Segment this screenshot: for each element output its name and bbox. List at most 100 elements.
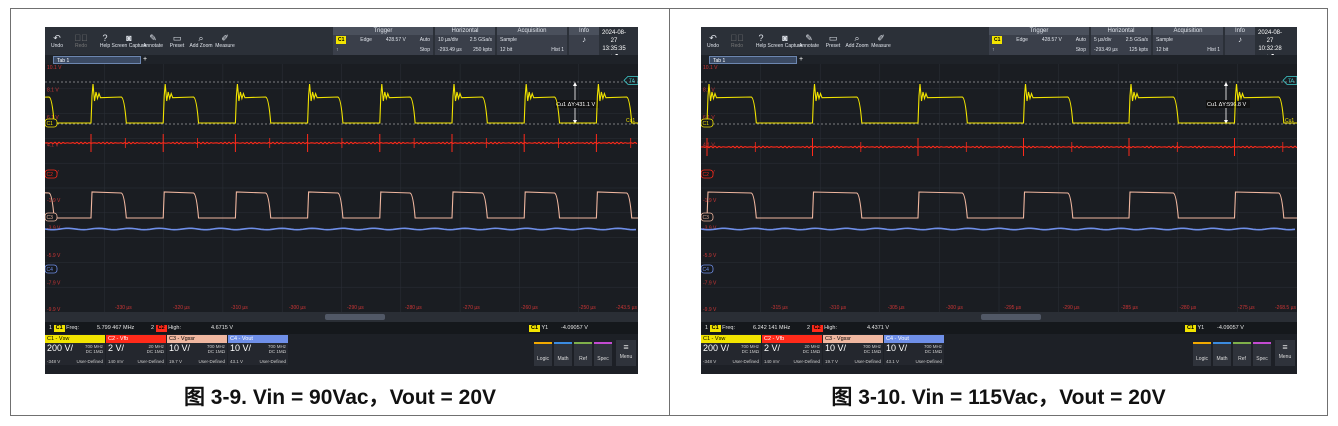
tab-1[interactable]: Tab 1 [53,56,141,64]
channel-probe: User-Defined [915,359,942,364]
screen-capture-button[interactable]: ◙ Screen Capture [767,32,803,49]
logic-button[interactable]: Logic [534,342,552,366]
channel-box-c4[interactable]: C4 - Vout 10 V/700 MHz DC 1MΩ 43.1 V User-De… [884,335,944,365]
add-zoom-button[interactable]: ⌕ Add Zoom [845,32,869,49]
preset-button[interactable]: ▭ Preset [169,32,185,49]
channel-box-c2[interactable]: C2 - Vfb 2 V/20 MHz DC 1MΩ 140 mV User-Defin… [762,335,822,365]
scroll-thumb[interactable] [325,314,385,320]
datetime: 2024-08-27 10:32:28 ⌂ ▮ [1257,27,1283,60]
time-tick-label: -290 µs [347,305,364,311]
undo-button[interactable]: ↶ Undo [51,32,63,49]
ta-marker[interactable] [1282,75,1297,85]
add-tab-icon[interactable]: + [799,56,804,63]
measure-button[interactable]: ✐ Measure [871,32,891,49]
channel-box-c4[interactable]: C4 - Vout 10 V/700 MHz DC 1MΩ 43.1 V User-De… [228,335,288,365]
channel-probe: User-Defined [854,359,881,364]
measure-button[interactable]: ✐ Measure [215,32,235,49]
help-button[interactable]: ? Help [99,32,111,49]
preset-icon: ▭ [828,32,838,43]
waveform-plot[interactable]: 10.1 V8.1 V6.1 V4.1 V2.1 V-1.9 V-3.9 V-5… [45,64,638,312]
channel-bandwidth: 700 MHz [267,344,286,349]
info-panel[interactable]: Info ♪ [569,27,599,55]
channel-marker-label: C2 [47,172,54,178]
undo-button[interactable]: ↶ Undo [707,32,719,49]
time-tick-label: -280 µs [1179,305,1196,311]
channel-name: C1 - Vsw [45,335,105,343]
volt-tick-label: -9.9 V [703,307,717,312]
redo-icon: ↷⃠ [74,32,88,43]
screen-capture-button[interactable]: ◙ Screen Capture [111,32,147,49]
channel-marker[interactable] [45,169,58,179]
volt-tick-label: -7.9 V [47,280,61,286]
channel-marker[interactable] [45,212,58,222]
channel-marker[interactable] [45,118,58,128]
ref-button[interactable]: Ref [574,342,592,366]
math-button[interactable]: Math [1213,342,1231,366]
channel-bandwidth: 700 MHz [740,344,759,349]
redo-button[interactable]: ↷⃠ Redo [74,32,88,49]
tab-1[interactable]: Tab 1 [709,56,797,64]
pen-icon: ✎ [149,32,157,43]
time-tick-label: -320 µs [173,305,190,311]
volt-tick-label: -1.9 V [703,198,717,204]
channel-bandwidth: 700 MHz [923,344,942,349]
channel-box-c2[interactable]: C2 - Vfb 2 V/20 MHz DC 1MΩ 140 mV User-Defin… [106,335,166,365]
cursor-tag: Cu1 [1285,118,1294,124]
menu-button[interactable]: ≡ Menu [616,340,636,366]
help-icon: ? [102,32,108,43]
ch2-waveform [701,145,1297,149]
bell-icon: ♪ [1238,35,1242,44]
time-tick-label: -330 µs [115,305,132,311]
horizontal-panel[interactable]: Horizontal 10 µs/div 2.5 GSa/s -293.49 µs… [435,27,495,55]
help-button[interactable]: ? Help [755,32,767,49]
redo-button[interactable]: ↷⃠ Redo [730,32,744,49]
scroll-thumb[interactable] [981,314,1041,320]
channel-box-c1[interactable]: C1 - Vsw 200 V/700 MHz DC 1MΩ -348 V User-De… [701,335,761,365]
horizontal-scrollbar[interactable] [45,312,638,322]
figure-frame: ↶ Undo ↷⃠ Redo ? Help ◙ Screen Capture ✎ Anno… [10,8,1328,416]
channel-marker[interactable] [701,118,714,128]
acquisition-panel[interactable]: Acquisition Sample 12 bit Hist 1 [497,27,567,55]
channel-box-c1[interactable]: C1 - Vsw 200 V/700 MHz DC 1MΩ -348 V User-De… [45,335,105,365]
preset-button[interactable]: ▭ Preset [825,32,841,49]
trigger-panel[interactable]: Trigger C1 Edge 428.57 V Auto ↑ Stop [989,27,1089,55]
info-panel[interactable]: Info ♪ [1225,27,1255,55]
add-tab-icon[interactable]: + [143,56,148,63]
delta-arrow-head [1224,120,1228,124]
spec-button[interactable]: Spec [594,342,612,366]
channel-marker[interactable] [701,264,714,274]
channel-marker[interactable] [701,169,714,179]
ta-marker[interactable] [623,75,638,85]
cursor-delta-label: Cu1 ΔY:431.1 V [556,102,595,108]
channel-marker[interactable] [45,264,58,274]
tab-bar: Tab 1 + [701,55,1297,64]
channel-marker-label: C3 [47,215,54,221]
logic-button[interactable]: Logic [1193,342,1211,366]
oscilloscope-screen: ↶ Undo ↷⃠ Redo ? Help ◙ Screen Capture ✎ Anno… [45,27,638,374]
channel-box-c3[interactable]: C3 - Vgssr 10 V/700 MHz DC 1MΩ 19.7 V User-D… [167,335,227,365]
spec-button[interactable]: Spec [1253,342,1271,366]
toolbar: ↶ Undo ↷⃠ Redo ? Help ◙ Screen Capture ✎ Anno… [701,27,1297,60]
time-tick-label: -285 µs [1121,305,1138,311]
math-button[interactable]: Math [554,342,572,366]
annotate-button[interactable]: ✎ Annotate [142,32,164,49]
annotate-button[interactable]: ✎ Annotate [798,32,820,49]
ref-button[interactable]: Ref [1233,342,1251,366]
menu-button[interactable]: ≡ Menu [1275,340,1295,366]
channel-marker-label: C2 [703,172,710,178]
waveform-svg[interactable]: 10.1 V8.1 V6.1 V4.1 V2.1 V-1.9 V-3.9 V-5… [45,64,638,312]
freq-value: 6.242 141 MHz [753,325,791,331]
channel-coupling: DC 1MΩ [863,349,881,354]
channel-probe: User-Defined [732,359,759,364]
channel-coupling: DC 1MΩ [741,349,759,354]
trigger-panel[interactable]: Trigger C1 Edge 428.57 V Auto ↑ Stop [333,27,433,55]
channel-box-c3[interactable]: C3 - Vgssr 10 V/700 MHz DC 1MΩ 19.7 V User-D… [823,335,883,365]
add-zoom-button[interactable]: ⌕ Add Zoom [189,32,213,49]
waveform-plot[interactable]: 10.1 V8.1 V6.1 V4.1 V2.1 V-1.9 V-3.9 V-5… [701,64,1297,312]
horizontal-scrollbar[interactable] [701,312,1297,322]
channel-marker[interactable] [701,212,714,222]
acquisition-panel[interactable]: Acquisition Sample 12 bit Hist 1 [1153,27,1223,55]
horizontal-panel[interactable]: Horizontal 5 µs/div 2.5 GSa/s -293.49 µs 1… [1091,27,1151,55]
channel-scale: 200 V/ [47,343,74,353]
waveform-svg[interactable]: 10.1 V8.1 V6.1 V4.1 V2.1 V-1.9 V-3.9 V-5… [701,64,1297,312]
